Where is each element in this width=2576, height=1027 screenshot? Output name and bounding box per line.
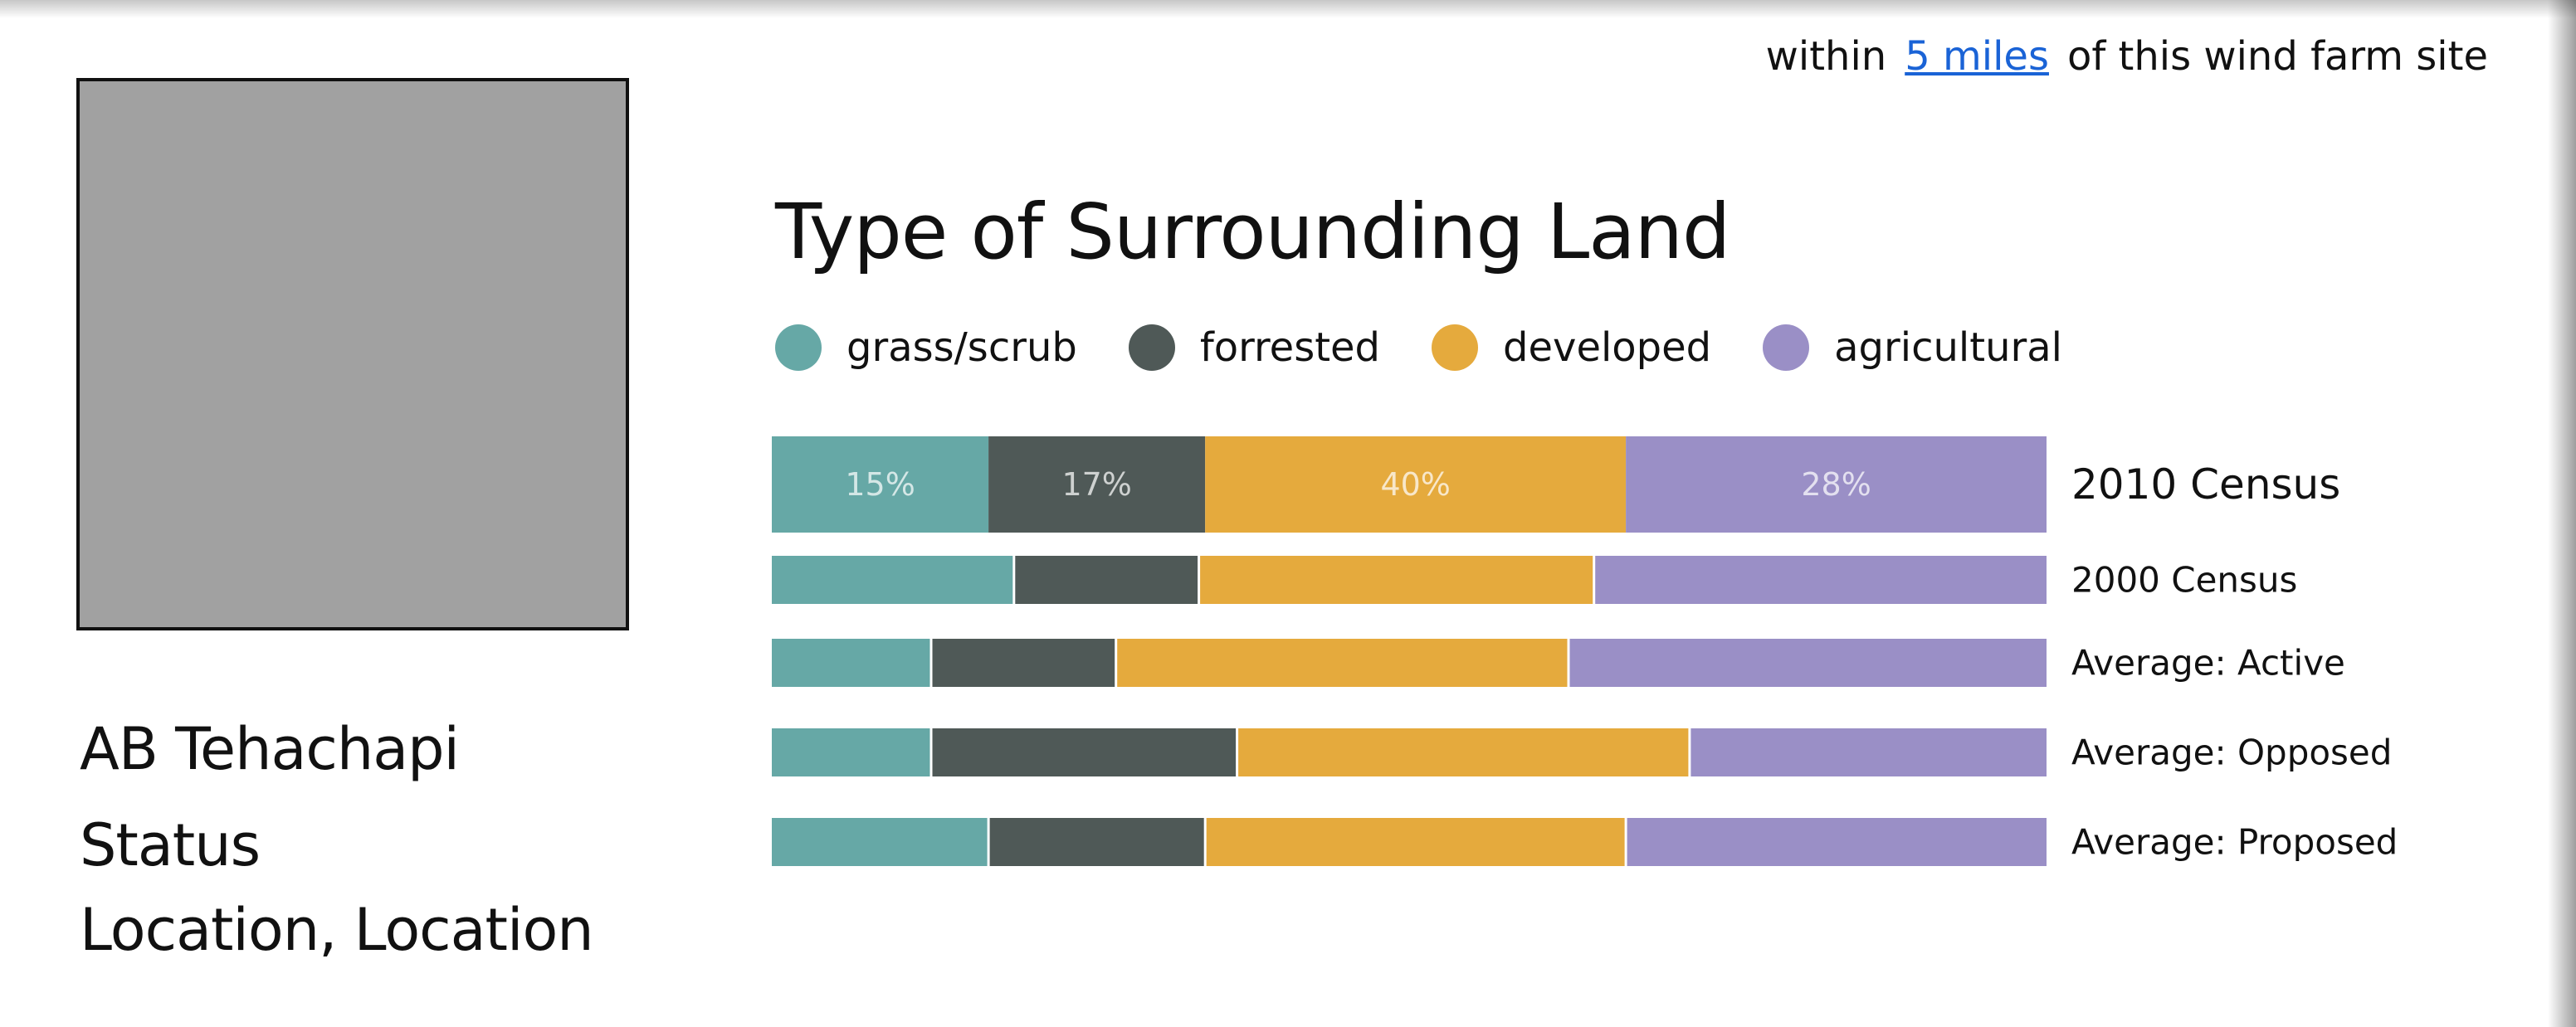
bar-average-active-agricultural (1569, 639, 2047, 687)
legend-dot-forrested (1128, 324, 1175, 371)
bar-2000-census-agricultural (1593, 556, 2047, 604)
legend-item-forrested: forrested (1128, 324, 1381, 371)
legend-dot-grass-scrub (775, 324, 822, 371)
data-label-2010-census-forrested: 17% (1061, 466, 1131, 503)
bar-2000-census-grass-scrub (772, 556, 1014, 604)
bar-average-proposed-forrested (988, 818, 1206, 866)
data-label-2010-census-grass-scrub: 15% (845, 466, 915, 503)
bar-average-active-grass-scrub (772, 639, 931, 687)
legend-item-grass-scrub: grass/scrub (775, 324, 1077, 371)
bar-2010-census-agricultural (1626, 436, 2047, 533)
site-name: AB Tehachapi (80, 715, 460, 783)
top-edge-shadow (0, 0, 2576, 18)
bar-average-opposed-developed (1237, 728, 1690, 776)
category-label-2010-census: 2010 Census (2071, 460, 2340, 509)
legend-item-agricultural: agricultural (1763, 324, 2062, 371)
category-label-average-proposed: Average: Proposed (2071, 822, 2398, 863)
bar-average-opposed-forrested (931, 728, 1237, 776)
bar-2010-census-grass-scrub (772, 436, 989, 533)
bar-2000-census-developed (1198, 556, 1594, 604)
category-label-average-opposed: Average: Opposed (2071, 733, 2392, 773)
legend-dot-developed (1432, 324, 1479, 371)
legend-label-forrested: forrested (1199, 324, 1381, 371)
bar-2000-census-forrested (1013, 556, 1199, 604)
right-edge-shadow (2548, 0, 2576, 1027)
legend-label-agricultural: agricultural (1834, 324, 2062, 371)
bar-average-opposed-grass-scrub (772, 728, 931, 776)
bar-average-proposed-grass-scrub (772, 818, 989, 866)
legend-item-developed: developed (1432, 324, 1711, 371)
bar-2010-census-developed (1205, 436, 1627, 533)
data-label-2010-census-agricultural: 28% (1801, 466, 1871, 503)
radius-suffix: of this wind farm site (2066, 33, 2488, 80)
legend-label-developed: developed (1503, 324, 1712, 371)
site-status: Status (80, 811, 261, 879)
category-label-2000-census: 2000 Census (2071, 560, 2297, 601)
site-location: Location, Location (80, 896, 594, 964)
chart-title: Type of Surrounding Land (775, 187, 1730, 276)
bar-average-active-forrested (931, 639, 1116, 687)
legend-dot-agricultural (1763, 324, 1810, 371)
bar-average-opposed-agricultural (1689, 728, 2047, 776)
site-image-placeholder (76, 78, 629, 630)
chart-legend: grass/scrub forrested developed agricult… (775, 322, 2114, 373)
radius-prefix: within (1765, 33, 1887, 80)
radius-link[interactable]: 5 miles (1905, 33, 2049, 80)
bar-average-proposed-developed (1205, 818, 1627, 866)
bar-average-active-developed (1115, 639, 1569, 687)
bar-average-proposed-agricultural (1626, 818, 2047, 866)
category-label-average-active: Average: Active (2071, 643, 2345, 684)
legend-label-grass-scrub: grass/scrub (846, 324, 1077, 371)
bar-2010-census-forrested (988, 436, 1206, 533)
data-label-2010-census-developed: 40% (1380, 466, 1450, 503)
radius-selector: within 5 miles of this wind farm site (1766, 33, 2488, 80)
